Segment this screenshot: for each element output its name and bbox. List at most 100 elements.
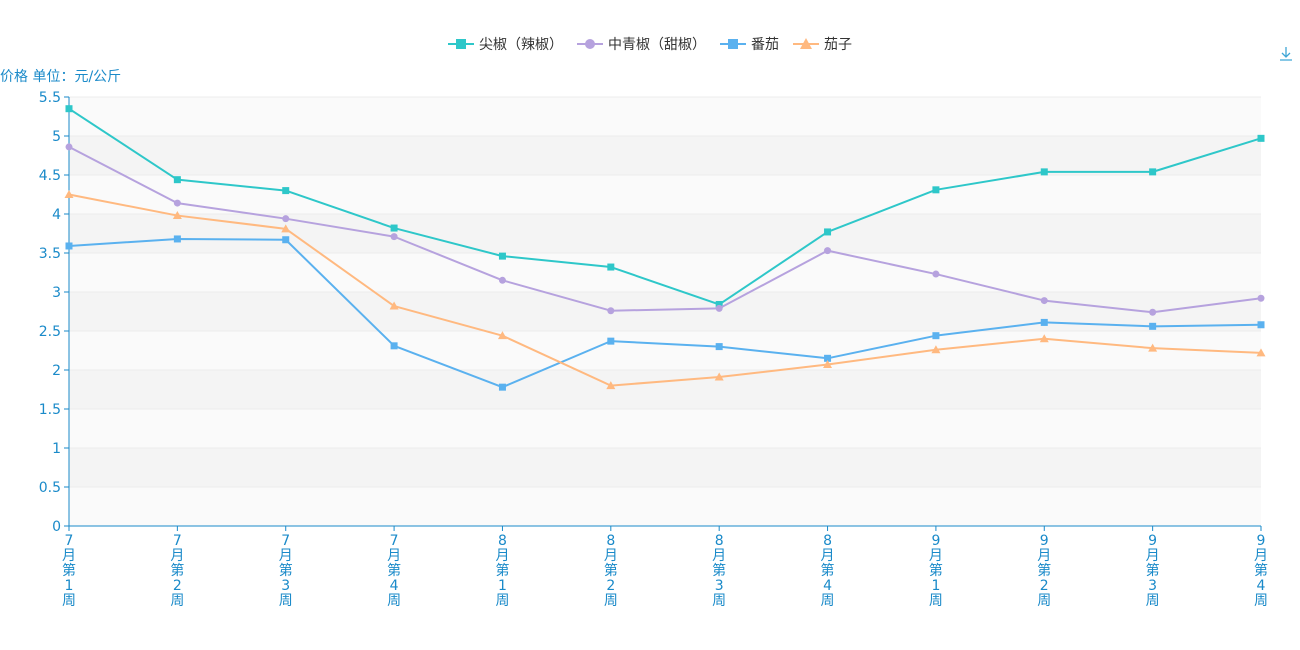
data-point: [1149, 308, 1157, 316]
y-tick-label: 0.5: [39, 480, 61, 496]
y-tick-label: 5.5: [39, 90, 61, 106]
data-point: [173, 176, 181, 184]
data-point: [1040, 318, 1048, 326]
legend-item-1[interactable]: 中青椒（甜椒）: [577, 34, 706, 54]
legend-item-0[interactable]: 尖椒（辣椒）: [448, 34, 563, 54]
grid-band: [69, 448, 1261, 487]
data-point: [714, 372, 724, 381]
data-point: [715, 304, 723, 312]
y-tick-label: 3.5: [39, 246, 61, 262]
data-point: [1257, 294, 1265, 302]
grid-band: [69, 409, 1261, 448]
legend-label: 尖椒（辣椒）: [479, 37, 563, 53]
legend: 尖椒（辣椒） 中青椒（甜椒） 番茄 茄子: [0, 34, 1300, 54]
x-tick-label: 7 月第 2 周: [170, 533, 184, 609]
grid-band: [69, 487, 1261, 526]
grid-band: [69, 370, 1261, 409]
data-point: [606, 381, 616, 390]
data-point: [65, 143, 73, 151]
y-tick-label: 4: [52, 207, 61, 223]
series-line-3: [68, 193, 1262, 387]
y-tick-label: 4.5: [39, 168, 61, 184]
data-point: [824, 228, 832, 236]
download-icon[interactable]: [1277, 45, 1295, 63]
y-tick-label: 3: [52, 285, 61, 301]
x-tick-label: 9 月第 1 周: [929, 533, 943, 609]
data-point: [497, 331, 507, 340]
data-point: [1257, 134, 1265, 142]
data-point: [932, 186, 940, 194]
grid-band: [69, 331, 1261, 370]
data-point: [390, 342, 398, 350]
grid-band: [69, 97, 1261, 136]
legend-label: 茄子: [824, 37, 852, 53]
data-point: [282, 215, 290, 223]
data-point: [1040, 297, 1048, 305]
legend-item-2[interactable]: 番茄: [720, 34, 779, 54]
x-tick-label: 7 月第 4 周: [387, 533, 401, 609]
legend-marker: [720, 39, 746, 49]
legend-label: 番茄: [751, 37, 779, 53]
x-tick-label: 7 月第 3 周: [279, 533, 293, 609]
y-tick-label: 1.5: [39, 402, 61, 418]
data-point: [1257, 321, 1265, 329]
y-axis-title: 价格 单位：元/公斤: [0, 69, 122, 85]
data-point: [607, 263, 615, 271]
data-point: [65, 105, 73, 113]
grid-band: [69, 175, 1261, 214]
legend-label: 中青椒（甜椒）: [608, 37, 706, 53]
legend-marker: [448, 39, 474, 49]
series-line-2: [68, 237, 1262, 389]
data-point: [65, 242, 73, 250]
y-tick-label: 5: [52, 129, 61, 145]
y-tick-label: 2: [52, 363, 61, 379]
y-tick-label: 2.5: [39, 324, 61, 340]
grid-band: [69, 292, 1261, 331]
data-point: [389, 301, 399, 310]
data-point: [390, 233, 398, 241]
x-tick-label: 8 月第 3 周: [712, 533, 726, 609]
grid-band: [69, 214, 1261, 253]
data-point: [282, 236, 290, 244]
data-point: [281, 224, 291, 233]
x-tick-label: 7 月第 1 周: [62, 533, 76, 609]
x-tick-label: 9 月第 4 周: [1254, 533, 1268, 609]
data-point: [1039, 334, 1049, 343]
grid-band: [69, 136, 1261, 175]
legend-marker: [793, 38, 819, 49]
data-point: [498, 276, 506, 284]
data-point: [715, 300, 723, 308]
data-point: [1256, 348, 1266, 357]
data-point: [823, 360, 833, 369]
x-tick-label: 8 月第 4 周: [821, 533, 835, 609]
data-point: [932, 332, 940, 340]
series-line-1: [68, 146, 1262, 314]
data-point: [498, 383, 506, 391]
data-point: [607, 337, 615, 345]
data-point: [1040, 168, 1048, 176]
x-tick-label: 8 月第 1 周: [495, 533, 509, 609]
data-point: [607, 307, 615, 315]
data-point: [390, 224, 398, 232]
legend-marker: [577, 39, 603, 49]
data-point: [64, 190, 74, 198]
data-point: [173, 235, 181, 243]
data-point: [824, 354, 832, 362]
data-point: [715, 343, 723, 351]
y-tick-label: 1: [52, 441, 61, 457]
data-point: [173, 199, 181, 207]
data-point: [1149, 322, 1157, 330]
x-tick-label: 8 月第 2 周: [604, 533, 618, 609]
x-tick-label: 9 月第 2 周: [1037, 533, 1051, 609]
data-point: [1148, 343, 1158, 352]
series-line-0: [68, 107, 1262, 306]
data-point: [931, 345, 941, 354]
data-point: [282, 187, 290, 195]
data-point: [824, 247, 832, 255]
data-point: [172, 211, 182, 220]
data-point: [1149, 168, 1157, 176]
legend-item-3[interactable]: 茄子: [793, 34, 852, 54]
data-point: [932, 270, 940, 278]
x-tick-label: 9 月第 3 周: [1146, 533, 1160, 609]
